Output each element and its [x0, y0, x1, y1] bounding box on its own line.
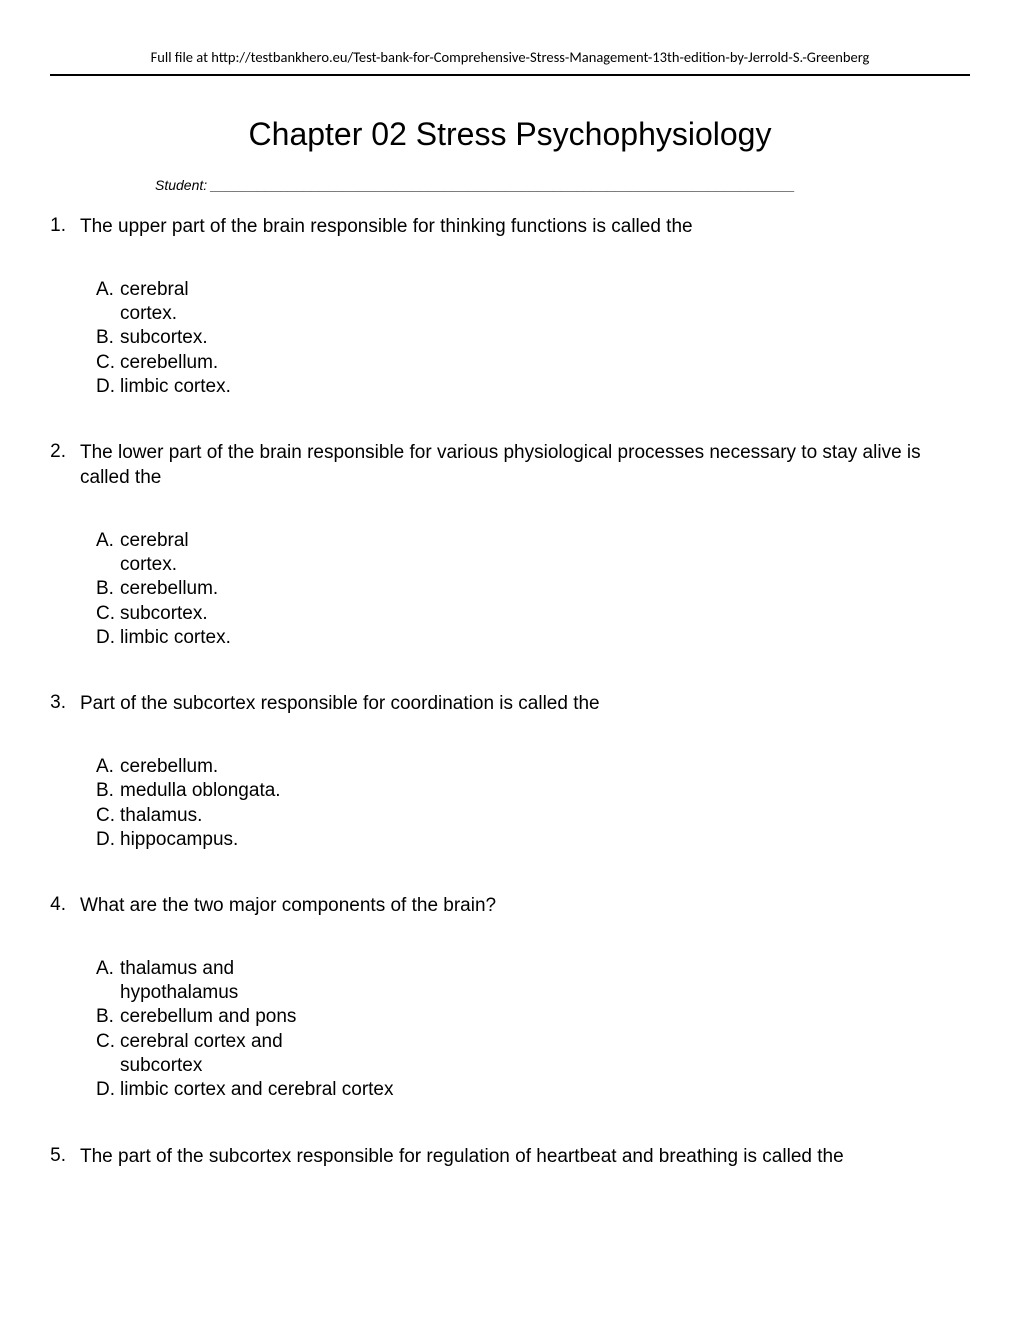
- options-list: A.cerebral cortex.B.subcortex.C.cerebell…: [80, 278, 970, 400]
- page-container: Full file at http://testbankhero.eu/Test…: [0, 0, 1020, 1257]
- question-content: What are the two major components of the…: [80, 894, 970, 1103]
- option-letter: D.: [96, 375, 120, 399]
- question-text: The part of the subcortex responsible fo…: [80, 1145, 970, 1170]
- option-text: limbic cortex and cerebral cortex: [120, 1078, 970, 1102]
- question: 1.The upper part of the brain responsibl…: [50, 215, 970, 399]
- option-letter: D.: [96, 626, 120, 650]
- option-text: thalamus and hypothalamus: [120, 957, 260, 1006]
- options-list: A.cerebral cortex.B.cerebellum.C.subcort…: [80, 529, 970, 651]
- question: 5.The part of the subcortex responsible …: [50, 1145, 970, 1208]
- question: 4.What are the two major components of t…: [50, 894, 970, 1103]
- option-text: limbic cortex.: [120, 626, 970, 650]
- options-list: A.cerebellum.B.medulla oblongata.C.thala…: [80, 755, 970, 852]
- question-content: The part of the subcortex responsible fo…: [80, 1145, 970, 1208]
- question-text: What are the two major components of the…: [80, 894, 970, 919]
- question-content: The upper part of the brain responsible …: [80, 215, 970, 399]
- option-text: thalamus.: [120, 804, 970, 828]
- option-text: cerebral cortex.: [120, 278, 200, 327]
- option-letter: B.: [96, 326, 120, 350]
- chapter-title: Chapter 02 Stress Psychophysiology: [50, 116, 970, 153]
- option-text: subcortex.: [120, 326, 970, 350]
- option: C.cerebellum.: [96, 351, 970, 375]
- option-letter: A.: [96, 957, 120, 1006]
- question-text: The lower part of the brain responsible …: [80, 441, 970, 490]
- header-url: Full file at http://testbankhero.eu/Test…: [50, 48, 970, 76]
- option: C.cerebral cortex and subcortex: [96, 1030, 970, 1079]
- question-number: 1.: [50, 215, 80, 399]
- student-line: Student: _______________________________…: [155, 177, 970, 193]
- option: B.cerebellum.: [96, 577, 970, 601]
- options-list: A.thalamus and hypothalamusB.cerebellum …: [80, 957, 970, 1103]
- option-letter: A.: [96, 755, 120, 779]
- option-text: medulla oblongata.: [120, 779, 970, 803]
- option: C.thalamus.: [96, 804, 970, 828]
- option-text: limbic cortex.: [120, 375, 970, 399]
- option-letter: B.: [96, 779, 120, 803]
- option: C.subcortex.: [96, 602, 970, 626]
- questions-list: 1.The upper part of the brain responsibl…: [50, 215, 970, 1207]
- question-content: The lower part of the brain responsible …: [80, 441, 970, 650]
- option: A.thalamus and hypothalamus: [96, 957, 970, 1006]
- option-text: cerebral cortex.: [120, 529, 200, 578]
- question-number: 5.: [50, 1145, 80, 1208]
- question-number: 2.: [50, 441, 80, 650]
- option-text: cerebellum.: [120, 351, 970, 375]
- question-text: Part of the subcortex responsible for co…: [80, 692, 970, 717]
- question-text: The upper part of the brain responsible …: [80, 215, 970, 240]
- option-letter: A.: [96, 278, 120, 327]
- option-letter: C.: [96, 1030, 120, 1079]
- option-text: subcortex.: [120, 602, 970, 626]
- option-text: cerebellum.: [120, 755, 970, 779]
- option: B.medulla oblongata.: [96, 779, 970, 803]
- option-letter: B.: [96, 1005, 120, 1029]
- option-letter: C.: [96, 602, 120, 626]
- option: B.subcortex.: [96, 326, 970, 350]
- option-letter: C.: [96, 804, 120, 828]
- question: 3.Part of the subcortex responsible for …: [50, 692, 970, 852]
- question: 2.The lower part of the brain responsibl…: [50, 441, 970, 650]
- option: D.hippocampus.: [96, 828, 970, 852]
- option-letter: B.: [96, 577, 120, 601]
- option-letter: D.: [96, 828, 120, 852]
- option: D.limbic cortex.: [96, 626, 970, 650]
- option: A.cerebral cortex.: [96, 278, 970, 327]
- option-text: cerebral cortex and subcortex: [120, 1030, 295, 1079]
- question-number: 4.: [50, 894, 80, 1103]
- option: B.cerebellum and pons: [96, 1005, 970, 1029]
- option: A.cerebellum.: [96, 755, 970, 779]
- option-letter: D.: [96, 1078, 120, 1102]
- question-content: Part of the subcortex responsible for co…: [80, 692, 970, 852]
- option-text: hippocampus.: [120, 828, 970, 852]
- question-number: 3.: [50, 692, 80, 852]
- option-text: cerebellum and pons: [120, 1005, 970, 1029]
- option: D.limbic cortex and cerebral cortex: [96, 1078, 970, 1102]
- option-letter: A.: [96, 529, 120, 578]
- option: A.cerebral cortex.: [96, 529, 970, 578]
- option-letter: C.: [96, 351, 120, 375]
- option-text: cerebellum.: [120, 577, 970, 601]
- option: D.limbic cortex.: [96, 375, 970, 399]
